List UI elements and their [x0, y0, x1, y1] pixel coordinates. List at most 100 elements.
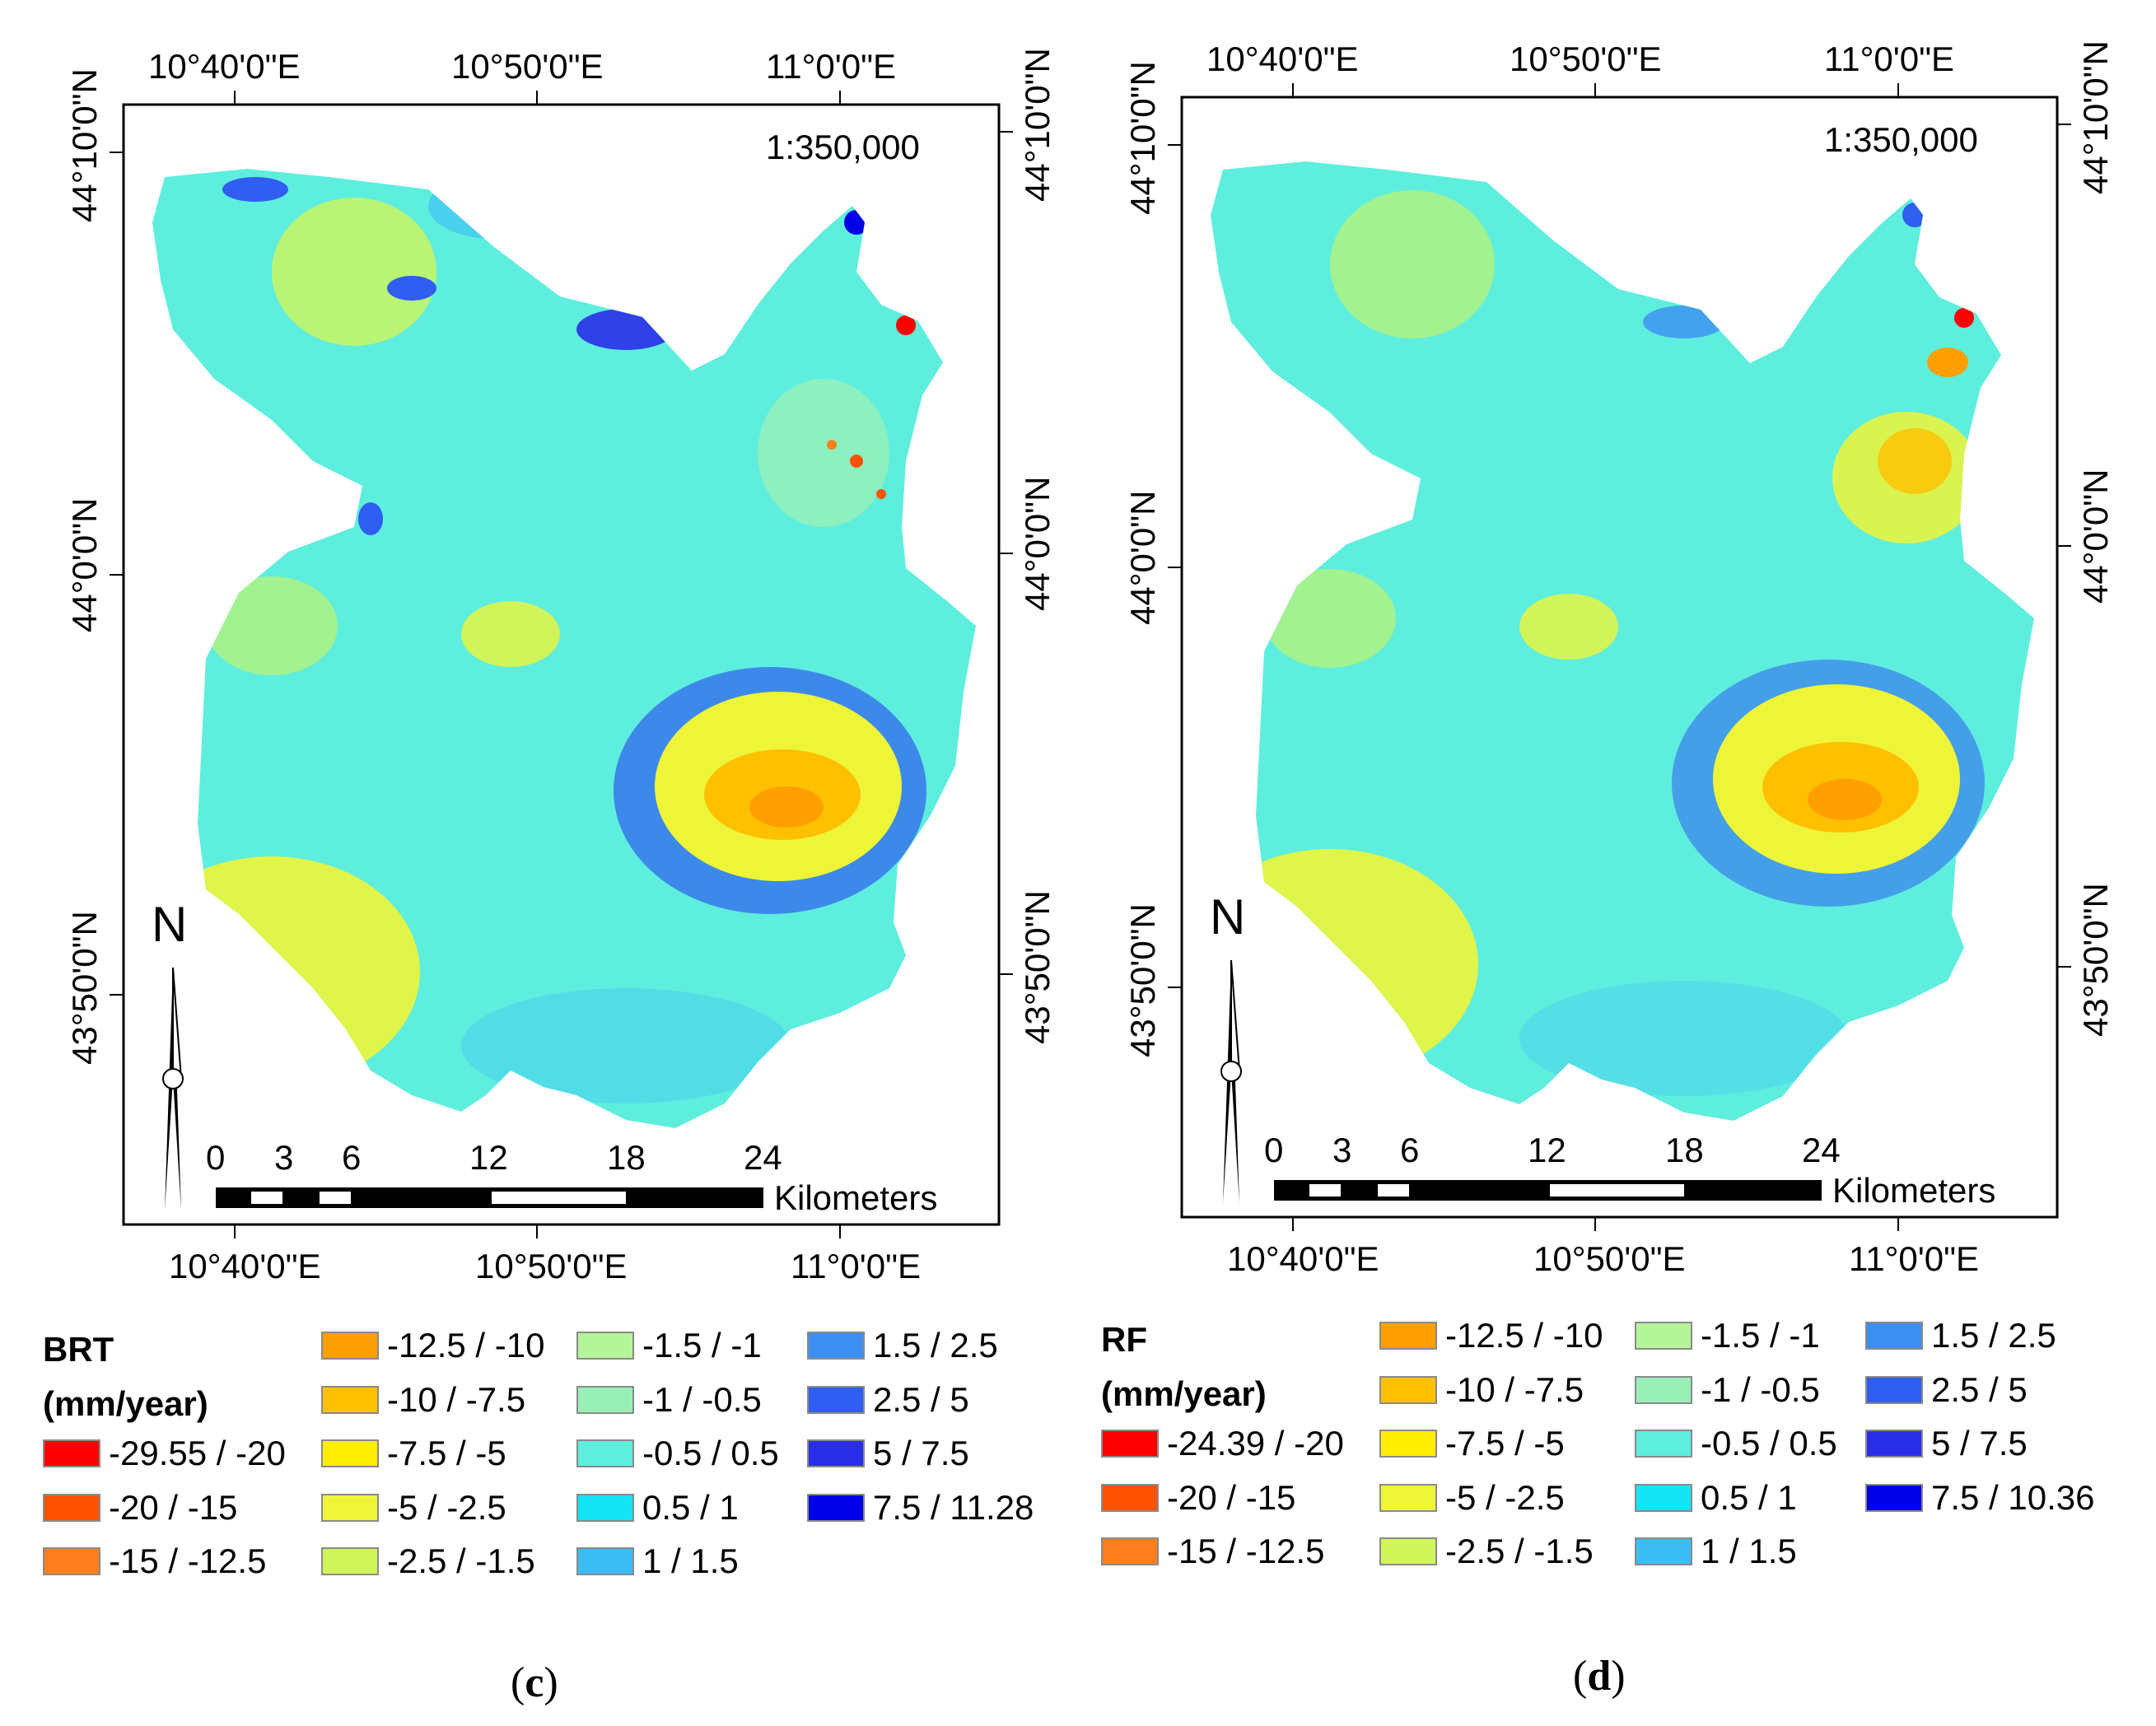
scalebar-tick: 18	[607, 1138, 646, 1177]
legend-label: 1 / 1.5	[1701, 1532, 1797, 1570]
raster-d	[1211, 161, 2034, 1121]
scalebar-unit: Kilometers	[1832, 1171, 1996, 1210]
legend-swatch	[43, 1547, 100, 1575]
lat-label-right: 44°0'0"N	[1018, 476, 1057, 612]
legend-label: 1.5 / 2.5	[1931, 1316, 2056, 1355]
north-label: N	[1210, 889, 1246, 945]
scalebar-tick: 6	[342, 1138, 362, 1177]
scalebar-tick: 3	[1332, 1131, 1352, 1169]
scalebar-tick: 0	[1264, 1131, 1284, 1169]
legend-label: -0.5 / 0.5	[1701, 1424, 1837, 1462]
lat-label-right: 44°0'0"N	[2076, 469, 2115, 604]
legend-item: -10 / -7.5	[1379, 1369, 1584, 1409]
legend-label: -20 / -15	[1167, 1477, 1296, 1517]
legend-label: -10 / -7.5	[387, 1379, 526, 1419]
legend-swatch	[576, 1493, 634, 1522]
legend-item: -12.5 / -10	[1379, 1318, 1603, 1353]
legend-swatch	[321, 1385, 379, 1414]
panel-caption: (d)	[1573, 1653, 1626, 1700]
legend-label: 0.5 / 1	[642, 1487, 739, 1527]
lon-label-bottom: 10°40'0"E	[1227, 1239, 1379, 1278]
north-label: N	[152, 897, 188, 952]
legend-label: -7.5 / -5	[387, 1434, 506, 1472]
legend-swatch	[807, 1385, 865, 1414]
legend-title: RF	[1101, 1320, 1147, 1359]
scalebar-tick: 24	[1802, 1131, 1841, 1169]
scale-bar	[1274, 1180, 1822, 1201]
legend-item: -20 / -15	[1101, 1477, 1296, 1517]
legend-swatch	[1865, 1483, 1923, 1512]
lat-label-right: 43°50'0"N	[1018, 890, 1057, 1044]
legend-label: -1.5 / -1	[1701, 1316, 1820, 1355]
legend-item: -15 / -12.5	[1101, 1532, 1325, 1570]
legend-item: -29.55 / -20	[43, 1436, 286, 1471]
legend-label: -5 / -2.5	[387, 1487, 506, 1527]
legend-swatch	[807, 1493, 865, 1522]
scalebar-tick: 24	[744, 1138, 782, 1177]
legend-swatch	[1635, 1430, 1692, 1458]
legend-swatch	[1865, 1375, 1923, 1404]
legend-item: 7.5 / 11.28	[807, 1487, 1034, 1527]
legend-swatch	[807, 1439, 865, 1467]
raster-c	[152, 169, 976, 1128]
lat-label-right: 44°10'0"N	[2076, 40, 2115, 194]
legend-item: -5 / -2.5	[1379, 1477, 1565, 1517]
legend-item: -15 / -12.5	[43, 1544, 266, 1579]
map-figure-c	[110, 91, 1013, 1239]
legend-label: -15 / -12.5	[1167, 1532, 1325, 1570]
lat-label-left: 44°10'0"N	[65, 68, 104, 222]
legend-label: -1 / -0.5	[1701, 1369, 1820, 1409]
legend-label: 7.5 / 11.28	[873, 1487, 1034, 1527]
legend-swatch	[1635, 1322, 1692, 1350]
lat-label-right: 44°10'0"N	[1018, 48, 1057, 202]
map-figure-d	[1168, 83, 2071, 1231]
legend-label: -2.5 / -1.5	[1445, 1532, 1594, 1570]
lon-label-bottom: 10°50'0"E	[1533, 1239, 1686, 1278]
legend-label: -1 / -0.5	[642, 1379, 762, 1419]
legend-label: 1 / 1.5	[642, 1542, 739, 1580]
legend-label: -2.5 / -1.5	[387, 1542, 535, 1580]
legend-label: -7.5 / -5	[1445, 1424, 1565, 1462]
legend-swatch	[1865, 1322, 1923, 1350]
legend-swatch	[1379, 1430, 1437, 1458]
legend-swatch	[1101, 1430, 1159, 1458]
lat-label-left: 43°50'0"N	[65, 911, 104, 1065]
legend-item: 1 / 1.5	[1635, 1532, 1797, 1570]
lon-label-top: 10°50'0"E	[1510, 40, 1662, 78]
legend-label: 5 / 7.5	[873, 1434, 969, 1472]
legend-label: -0.5 / 0.5	[642, 1434, 779, 1472]
legend-item: 1 / 1.5	[576, 1542, 739, 1580]
scalebar-tick: 3	[274, 1138, 294, 1177]
legend-item: -1.5 / -1	[576, 1328, 762, 1363]
legend-item: -0.5 / 0.5	[1635, 1424, 1837, 1462]
lon-label-bottom: 11°0'0"E	[791, 1247, 922, 1285]
map-frame	[1180, 96, 2059, 1219]
legend-item: -7.5 / -5	[321, 1434, 506, 1472]
lat-label-left: 43°50'0"N	[1123, 903, 1162, 1057]
legend-label: -5 / -2.5	[1445, 1477, 1565, 1517]
legend-label: 5 / 7.5	[1931, 1424, 2028, 1462]
lon-label-top: 11°0'0"E	[1824, 40, 1955, 78]
lat-label-left: 44°0'0"N	[1123, 490, 1162, 626]
panel-caption: (c)	[511, 1659, 558, 1706]
legend-unit: (mm/year)	[43, 1384, 208, 1423]
legend-item: -7.5 / -5	[1379, 1424, 1565, 1462]
legend-label: -24.39 / -20	[1167, 1424, 1344, 1462]
lon-label-top: 10°40'0"E	[1206, 40, 1359, 78]
lon-label-top: 10°50'0"E	[451, 47, 604, 86]
legend-title: BRT	[43, 1330, 114, 1369]
legend-item: -1 / -0.5	[576, 1379, 762, 1419]
legend-swatch	[1101, 1483, 1159, 1512]
legend-swatch	[576, 1439, 634, 1467]
legend-label: 7.5 / 10.36	[1931, 1477, 2095, 1517]
legend-label: -10 / -7.5	[1445, 1369, 1584, 1409]
scale-bar	[216, 1187, 763, 1208]
legend-swatch	[576, 1332, 634, 1360]
legend-label: -20 / -15	[109, 1487, 238, 1527]
legend-swatch	[1379, 1483, 1437, 1512]
legend-swatch	[43, 1493, 100, 1522]
legend-item: -20 / -15	[43, 1487, 238, 1527]
lat-label-left: 44°10'0"N	[1123, 61, 1162, 215]
scalebar-tick: 0	[206, 1138, 226, 1177]
legend-item: -5 / -2.5	[321, 1487, 506, 1527]
